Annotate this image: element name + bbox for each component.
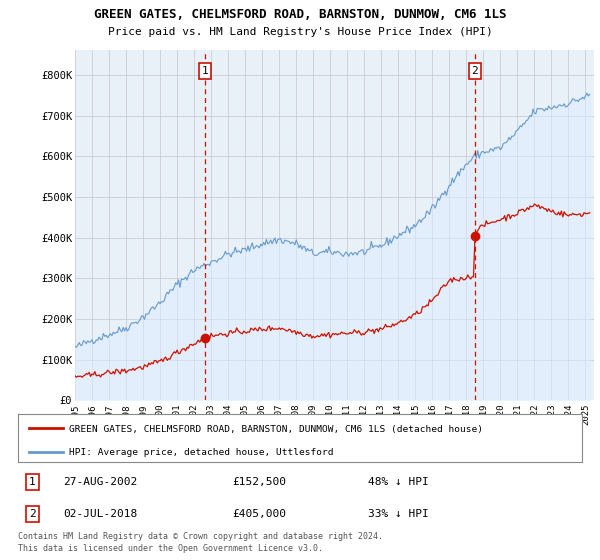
Text: 1: 1 [29, 477, 35, 487]
Text: 2: 2 [29, 510, 35, 519]
Text: 1: 1 [202, 66, 209, 76]
Text: GREEN GATES, CHELMSFORD ROAD, BARNSTON, DUNMOW, CM6 1LS (detached house): GREEN GATES, CHELMSFORD ROAD, BARNSTON, … [69, 425, 483, 434]
Text: Contains HM Land Registry data © Crown copyright and database right 2024.: Contains HM Land Registry data © Crown c… [18, 532, 383, 541]
Text: GREEN GATES, CHELMSFORD ROAD, BARNSTON, DUNMOW, CM6 1LS: GREEN GATES, CHELMSFORD ROAD, BARNSTON, … [94, 8, 506, 21]
Text: HPI: Average price, detached house, Uttlesford: HPI: Average price, detached house, Uttl… [69, 449, 333, 458]
Text: £152,500: £152,500 [232, 477, 286, 487]
Text: 27-AUG-2002: 27-AUG-2002 [63, 477, 137, 487]
Text: 33% ↓ HPI: 33% ↓ HPI [368, 510, 428, 519]
Text: £405,000: £405,000 [232, 510, 286, 519]
Text: 02-JUL-2018: 02-JUL-2018 [63, 510, 137, 519]
Text: This data is licensed under the Open Government Licence v3.0.: This data is licensed under the Open Gov… [18, 544, 323, 553]
Text: 2: 2 [472, 66, 478, 76]
Text: Price paid vs. HM Land Registry's House Price Index (HPI): Price paid vs. HM Land Registry's House … [107, 27, 493, 37]
Text: 48% ↓ HPI: 48% ↓ HPI [368, 477, 428, 487]
